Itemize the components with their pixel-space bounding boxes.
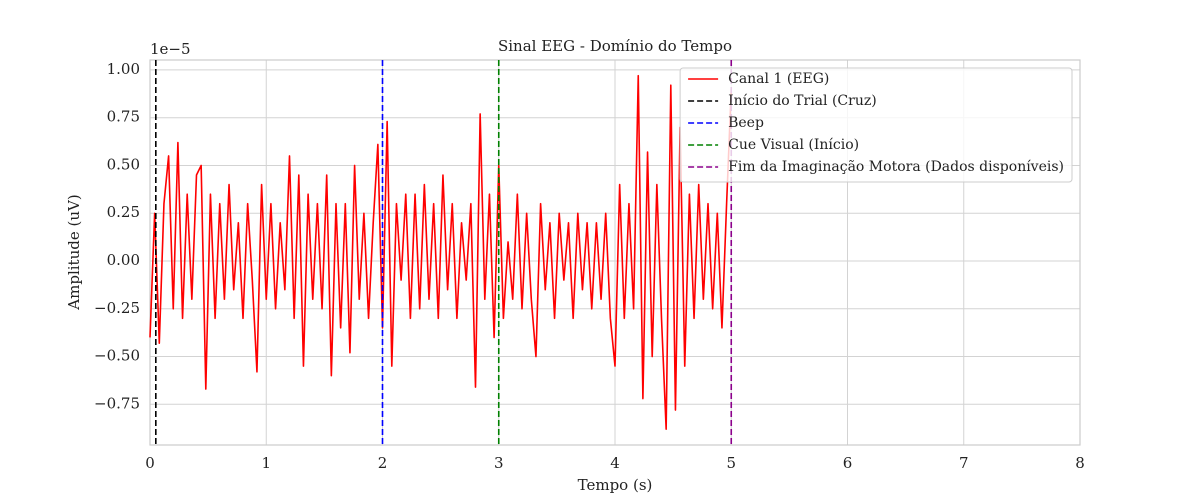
chart-title: Sinal EEG - Domínio do Tempo xyxy=(498,37,732,55)
legend-label: Fim da Imaginação Motora (Dados disponív… xyxy=(728,159,1064,175)
plot-frame xyxy=(149,59,1081,446)
x-tick-label: 8 xyxy=(1075,454,1085,472)
legend-box xyxy=(679,67,1073,183)
y-tick-label: 0.50 xyxy=(107,155,140,173)
offset-label: 1e−5 xyxy=(150,40,191,58)
x-tick-label: 2 xyxy=(378,454,388,472)
x-tick-label: 7 xyxy=(959,454,969,472)
x-tick-label: 3 xyxy=(494,454,504,472)
x-tick-label: 0 xyxy=(145,454,155,472)
x-axis-label: Tempo (s) xyxy=(578,476,653,494)
x-tick-label: 5 xyxy=(726,454,736,472)
x-tick-label: 1 xyxy=(261,454,271,472)
y-tick-label: 1.00 xyxy=(107,60,140,78)
legend-label: Início do Trial (Cruz) xyxy=(728,93,877,109)
y-tick-label: −0.50 xyxy=(94,347,140,365)
series-line xyxy=(149,74,733,430)
x-tick-label: 6 xyxy=(843,454,853,472)
legend-label: Canal 1 (EEG) xyxy=(728,71,829,87)
y-tick-label: 0.75 xyxy=(107,108,140,126)
legend-label: Beep xyxy=(728,115,764,131)
y-axis-label: Amplitude (uV) xyxy=(65,194,83,310)
y-tick-label: 0.25 xyxy=(107,203,140,221)
x-tick-label: 4 xyxy=(610,454,620,472)
y-tick-label: −0.25 xyxy=(94,299,140,317)
legend: Canal 1 (EEG) Início do Trial (Cruz) Beep C… xyxy=(679,67,1073,183)
y-tick-label: 0.00 xyxy=(107,251,140,269)
legend-label: Cue Visual (Início) xyxy=(728,137,859,153)
y-tick-label: −0.75 xyxy=(94,394,140,412)
